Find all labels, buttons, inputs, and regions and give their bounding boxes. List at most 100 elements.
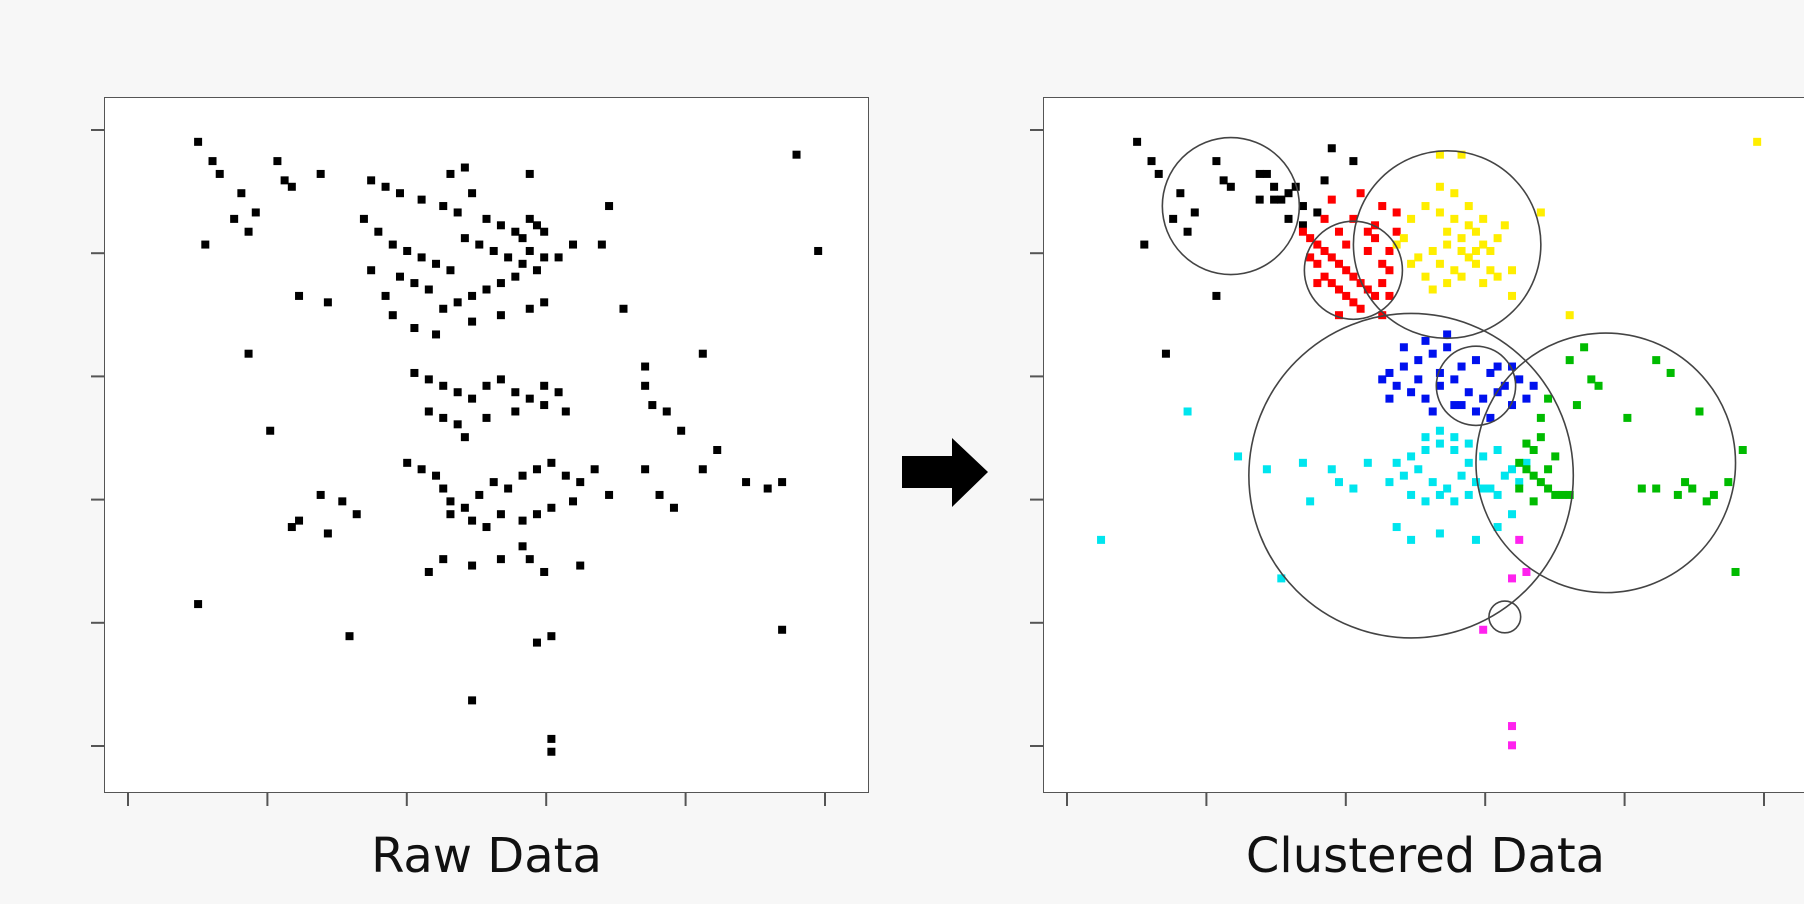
data-point <box>605 490 614 499</box>
data-point <box>1522 567 1531 576</box>
data-point <box>403 458 412 467</box>
data-point <box>1435 529 1444 538</box>
data-point <box>532 221 541 230</box>
data-point <box>1688 484 1697 493</box>
data-point <box>1435 439 1444 448</box>
data-point <box>1522 465 1531 474</box>
data-point <box>482 285 491 294</box>
data-point <box>1435 150 1444 159</box>
data-point <box>1508 722 1517 731</box>
data-point <box>1363 227 1372 236</box>
data-point <box>468 291 477 300</box>
data-point <box>446 510 455 519</box>
data-point <box>1421 394 1430 403</box>
data-point <box>1493 272 1502 281</box>
data-point <box>266 426 275 435</box>
data-point <box>1255 169 1264 178</box>
data-point <box>504 484 513 493</box>
data-point <box>554 253 563 262</box>
data-point <box>395 272 404 281</box>
data-point <box>1464 490 1473 499</box>
data-point <box>547 632 556 641</box>
data-point <box>1334 478 1343 487</box>
data-point <box>1724 478 1733 487</box>
data-point <box>381 291 390 300</box>
data-point <box>1435 368 1444 377</box>
data-point <box>1471 259 1480 268</box>
data-point <box>424 567 433 576</box>
data-point <box>1421 446 1430 454</box>
data-point <box>1392 227 1401 236</box>
data-point <box>1255 195 1264 204</box>
data-point <box>669 503 678 512</box>
right-arrow-icon <box>902 438 988 507</box>
data-point <box>1327 195 1336 204</box>
data-point <box>1428 349 1437 358</box>
data-point <box>468 394 477 403</box>
cluster-circle <box>1435 345 1517 427</box>
data-point <box>395 189 404 198</box>
data-point <box>1493 490 1502 499</box>
data-point <box>1262 169 1271 178</box>
data-point <box>1140 240 1149 249</box>
data-point <box>424 407 433 416</box>
data-point <box>410 368 419 377</box>
data-point <box>1356 189 1365 198</box>
data-point <box>1493 362 1502 371</box>
data-point <box>1457 471 1466 480</box>
data-point <box>619 304 628 313</box>
data-point <box>1515 458 1524 467</box>
data-point <box>1161 349 1170 358</box>
data-point <box>525 169 534 178</box>
data-point <box>1443 240 1452 249</box>
data-point <box>338 497 347 506</box>
data-point <box>1133 137 1142 146</box>
data-point <box>403 246 412 255</box>
data-point <box>1385 246 1394 255</box>
data-point <box>1464 388 1473 397</box>
data-point <box>1349 484 1358 493</box>
data-point <box>1378 202 1387 211</box>
data-point <box>1414 375 1423 384</box>
data-point <box>194 600 203 609</box>
data-point <box>1414 465 1423 474</box>
data-point <box>475 490 484 499</box>
data-point <box>381 182 390 191</box>
data-point <box>641 465 650 474</box>
data-point <box>1298 458 1307 467</box>
data-point <box>792 150 801 159</box>
data-point <box>468 696 477 705</box>
data-point <box>1435 490 1444 499</box>
data-point <box>1435 381 1444 390</box>
data-point <box>1529 471 1538 480</box>
data-point <box>1731 567 1740 576</box>
data-point <box>1702 497 1711 506</box>
data-point <box>1169 214 1178 223</box>
data-point <box>1334 259 1343 268</box>
data-point <box>1464 221 1473 230</box>
cluster-circle <box>1475 332 1737 594</box>
data-point <box>1320 214 1329 223</box>
data-point <box>1500 381 1509 390</box>
data-point <box>1320 176 1329 185</box>
data-point <box>1558 490 1567 499</box>
data-point <box>1515 484 1524 493</box>
data-point <box>1306 497 1315 506</box>
data-point <box>532 266 541 275</box>
data-point <box>1428 285 1437 294</box>
data-point <box>511 272 520 281</box>
data-point <box>1399 343 1408 352</box>
data-point <box>814 246 823 255</box>
data-point <box>453 420 462 429</box>
raw-data-label: Raw Data <box>371 828 602 884</box>
data-point <box>1392 208 1401 217</box>
data-point <box>1637 484 1646 493</box>
data-point <box>1508 465 1517 474</box>
data-point <box>1421 336 1430 345</box>
data-point <box>208 157 217 166</box>
data-point <box>569 497 578 506</box>
data-point <box>1450 446 1459 454</box>
data-point <box>1486 484 1495 493</box>
data-point <box>496 311 505 320</box>
